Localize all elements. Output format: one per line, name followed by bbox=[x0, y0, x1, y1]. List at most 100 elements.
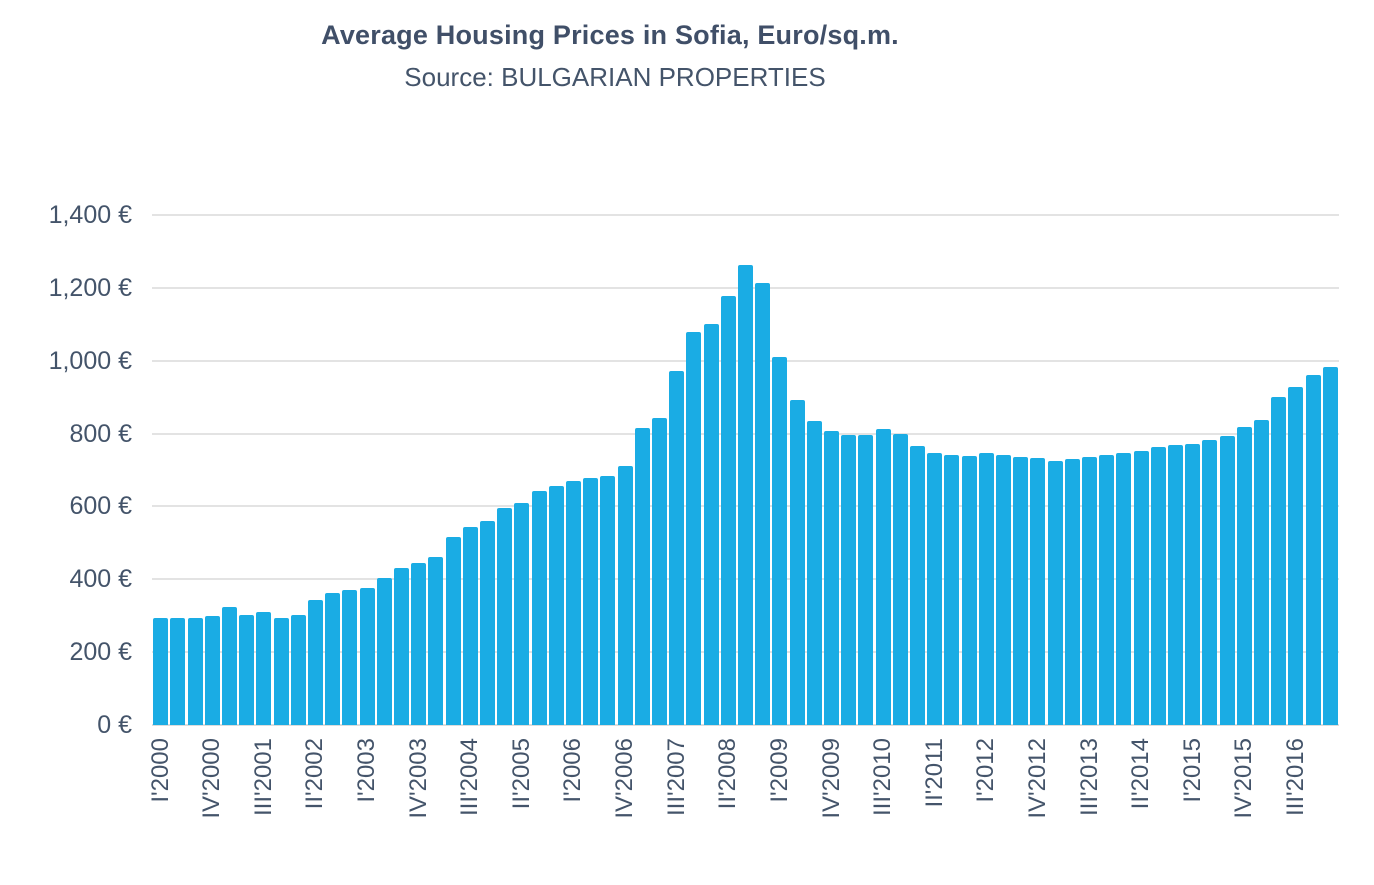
bar bbox=[875, 429, 891, 725]
x-axis-tick-label: I'2009 bbox=[765, 738, 793, 803]
bar bbox=[686, 331, 702, 725]
bar bbox=[841, 435, 857, 725]
x-axis-tick-label: IV'2006 bbox=[611, 738, 639, 819]
bar bbox=[617, 466, 633, 725]
x-axis-tick-label: IV'2012 bbox=[1023, 738, 1051, 819]
x-axis-tick-label: I'2012 bbox=[972, 738, 1000, 803]
bar bbox=[342, 589, 358, 725]
bar bbox=[479, 520, 495, 725]
plot-area bbox=[152, 214, 1339, 726]
bar bbox=[307, 600, 323, 725]
bar bbox=[1133, 451, 1149, 725]
bar bbox=[910, 446, 926, 725]
bar bbox=[703, 323, 719, 725]
x-axis-tick-label: II'2008 bbox=[714, 738, 742, 810]
bar bbox=[1288, 386, 1304, 725]
bar bbox=[445, 537, 461, 725]
bar bbox=[1047, 460, 1063, 725]
bar bbox=[273, 617, 289, 725]
bar bbox=[1322, 367, 1338, 725]
x-axis-tick-label: IV'2009 bbox=[817, 738, 845, 819]
bar bbox=[961, 455, 977, 725]
bar bbox=[669, 371, 685, 725]
x-axis-tick-label: III'2004 bbox=[456, 738, 484, 816]
y-axis-tick-label: 800 € bbox=[69, 419, 132, 448]
bar bbox=[1064, 459, 1080, 725]
x-axis-tick-label: II'2002 bbox=[301, 738, 329, 810]
bar bbox=[1168, 444, 1184, 725]
bar bbox=[565, 480, 581, 725]
bar bbox=[497, 508, 513, 725]
x-axis-line bbox=[152, 724, 1339, 726]
bar bbox=[393, 567, 409, 725]
bar bbox=[978, 452, 994, 725]
bar bbox=[1305, 374, 1321, 725]
bar bbox=[1013, 457, 1029, 725]
y-axis-tick-label: 600 € bbox=[69, 492, 132, 521]
y-axis-tick-label: 400 € bbox=[69, 565, 132, 594]
bar bbox=[204, 616, 220, 725]
chart-title: Average Housing Prices in Sofia, Euro/sq… bbox=[321, 20, 899, 50]
bar bbox=[1202, 439, 1218, 725]
bar bbox=[514, 503, 530, 725]
bar bbox=[325, 592, 341, 725]
bar bbox=[755, 282, 771, 725]
x-axis-tick-label: IV'2003 bbox=[404, 738, 432, 819]
bar bbox=[1099, 454, 1115, 725]
bar bbox=[187, 618, 203, 725]
bar bbox=[927, 452, 943, 725]
bar bbox=[239, 615, 255, 725]
bar bbox=[1150, 447, 1166, 725]
chart-subtitle: Source: BULGARIAN PROPERTIES bbox=[404, 62, 826, 92]
bar bbox=[221, 606, 237, 725]
bar bbox=[600, 475, 616, 725]
bar bbox=[256, 611, 272, 725]
bar bbox=[1236, 427, 1252, 725]
y-axis-tick-label: 0 € bbox=[97, 711, 132, 739]
x-axis-tick-label: III'2010 bbox=[869, 738, 897, 816]
y-axis-tick-label: 200 € bbox=[69, 638, 132, 667]
bar bbox=[531, 490, 547, 725]
bar bbox=[634, 428, 650, 725]
bar bbox=[428, 556, 444, 725]
bar bbox=[651, 418, 667, 725]
x-axis-tick-label: I'2000 bbox=[146, 738, 174, 803]
x-axis-tick-label: III'2007 bbox=[662, 738, 690, 816]
bar bbox=[153, 618, 169, 725]
bar bbox=[789, 399, 805, 725]
bar bbox=[1116, 453, 1132, 725]
x-axis-tick-label: IV'2015 bbox=[1230, 738, 1258, 819]
y-axis-tick-label: 1,400 € bbox=[48, 201, 132, 229]
bar bbox=[806, 420, 822, 725]
bar bbox=[170, 617, 186, 725]
bar bbox=[548, 486, 564, 725]
bar bbox=[1082, 456, 1098, 725]
bar bbox=[411, 563, 427, 725]
bar bbox=[824, 430, 839, 725]
y-axis-tick-label: 1,000 € bbox=[48, 346, 132, 375]
bar bbox=[944, 454, 960, 725]
bar bbox=[1219, 435, 1235, 725]
y-axis-tick-label: 1,200 € bbox=[48, 273, 132, 302]
bar bbox=[462, 527, 478, 725]
x-axis-tick-label: II'2014 bbox=[1127, 738, 1155, 810]
x-axis-tick-label: III'2016 bbox=[1281, 738, 1309, 816]
x-axis-tick-label: I'2006 bbox=[559, 738, 587, 803]
bar bbox=[738, 265, 753, 725]
bar bbox=[1185, 443, 1201, 725]
bar bbox=[376, 577, 392, 725]
x-axis-tick-label: I'2003 bbox=[353, 738, 381, 803]
x-axis-tick-label: III'2013 bbox=[1075, 738, 1103, 816]
bar bbox=[290, 615, 306, 725]
bar bbox=[772, 357, 788, 725]
bar bbox=[583, 478, 599, 725]
bar bbox=[1030, 457, 1046, 725]
x-axis-tick-label: I'2015 bbox=[1178, 738, 1206, 803]
x-axis-tick-label: II'2011 bbox=[920, 738, 948, 808]
bar bbox=[892, 434, 908, 725]
bar bbox=[1254, 419, 1270, 725]
bar bbox=[720, 296, 736, 725]
x-axis-tick-label: IV'2000 bbox=[198, 738, 226, 819]
bar bbox=[359, 588, 375, 725]
gridline bbox=[152, 214, 1339, 216]
